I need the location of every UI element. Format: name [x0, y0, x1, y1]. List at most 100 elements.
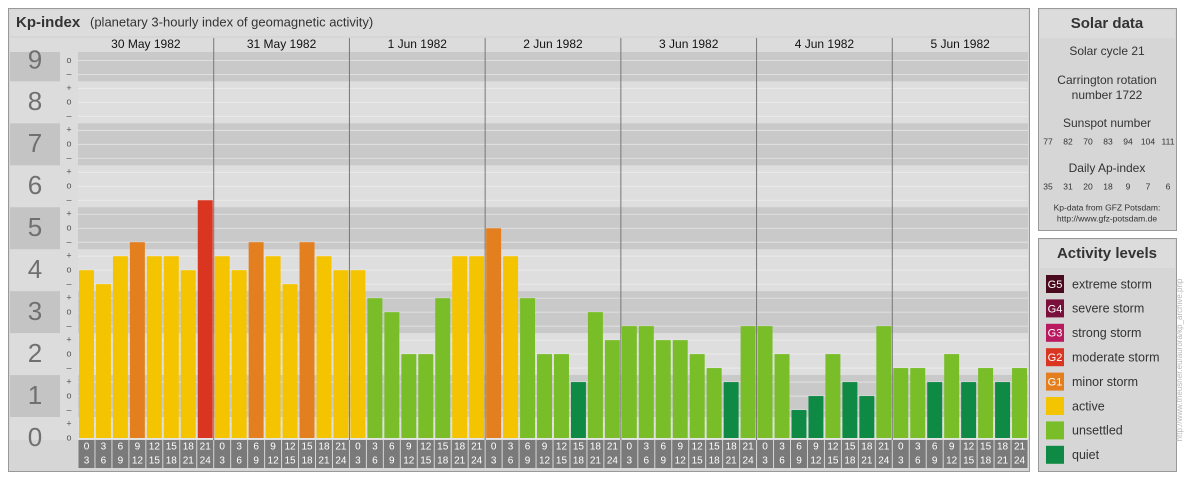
hour-box	[672, 440, 689, 468]
hour-box	[587, 440, 604, 468]
minor-tick-label: +	[66, 83, 71, 93]
bar	[587, 312, 603, 438]
hour-start: 0	[762, 442, 768, 453]
hour-start: 0	[898, 442, 904, 453]
hour-end: 3	[219, 456, 225, 467]
hour-box	[383, 440, 400, 468]
bar	[95, 284, 111, 438]
hour-box	[349, 440, 366, 468]
legend-label: minor storm	[1072, 375, 1138, 389]
bar	[910, 368, 926, 438]
hour-box	[180, 440, 197, 468]
legend-swatch	[1046, 275, 1064, 293]
hour-box	[960, 440, 977, 468]
hour-box	[638, 440, 655, 468]
hour-box	[400, 440, 417, 468]
hour-start: 15	[709, 442, 721, 453]
bar	[333, 270, 349, 438]
legend-label: moderate storm	[1072, 350, 1160, 364]
hour-start: 15	[166, 442, 178, 453]
hour-end: 24	[878, 456, 890, 467]
hour-start: 6	[525, 442, 531, 453]
hour-box	[875, 440, 892, 468]
hour-end: 21	[318, 456, 330, 467]
solar-panel	[1038, 8, 1177, 231]
hour-box	[248, 440, 265, 468]
hour-box	[231, 440, 248, 468]
bar	[384, 312, 400, 438]
hour-end: 21	[590, 456, 602, 467]
hour-end: 9	[932, 456, 938, 467]
hour-end: 12	[268, 456, 280, 467]
legend-badge: G5	[1048, 279, 1063, 291]
minor-tick-label: +	[66, 167, 71, 177]
hour-end: 12	[539, 456, 551, 467]
hour-box	[316, 440, 332, 468]
hour-end: 6	[236, 456, 242, 467]
solar-title: Solar data	[1071, 15, 1144, 32]
legend-label: quiet	[1072, 448, 1100, 462]
hour-end: 6	[779, 456, 785, 467]
bar	[825, 354, 841, 438]
y-tick-label: 7	[28, 128, 42, 158]
bar	[367, 298, 383, 438]
sunspot-value: 104	[1141, 136, 1155, 146]
bar	[129, 242, 145, 438]
legend-badge: G1	[1048, 377, 1063, 389]
hour-box	[434, 440, 451, 468]
hour-start: 21	[335, 442, 347, 453]
bar	[876, 326, 892, 438]
legend-swatch	[1046, 348, 1064, 367]
hour-start: 12	[963, 442, 975, 453]
hour-start: 9	[135, 442, 141, 453]
hour-box	[417, 440, 434, 468]
hour-end: 15	[149, 456, 161, 467]
hour-end: 9	[253, 456, 259, 467]
date-label: 1 Jun 1982	[388, 37, 448, 51]
hour-box	[536, 440, 553, 468]
y-tick-label: 4	[28, 254, 42, 284]
source: http://www.gfz-potsdam.de	[1057, 213, 1157, 223]
ap-value: 6	[1166, 181, 1171, 191]
hour-box	[519, 440, 536, 468]
hour-box	[112, 440, 129, 468]
bar	[757, 326, 773, 438]
hour-box	[706, 440, 723, 468]
hour-end: 15	[420, 456, 432, 467]
hour-end: 9	[118, 456, 124, 467]
hour-end: 18	[844, 456, 856, 467]
bar	[893, 368, 909, 438]
legend-swatch	[1046, 397, 1064, 415]
hour-box	[299, 440, 315, 468]
hour-box	[197, 440, 214, 468]
y-tick-label: 3	[28, 296, 42, 326]
solar-cycle: Solar cycle 21	[1069, 44, 1145, 58]
hour-end: 24	[743, 456, 755, 467]
bar	[316, 256, 332, 438]
bar	[248, 242, 264, 438]
hour-box	[943, 440, 960, 468]
hour-box	[621, 440, 638, 468]
bar	[774, 354, 790, 438]
ap-value: 35	[1043, 181, 1053, 191]
legend-label: unsettled	[1072, 424, 1123, 438]
minor-tick-label: –	[66, 404, 71, 414]
bar	[638, 326, 654, 438]
minor-tick-label: –	[66, 111, 71, 121]
minor-tick-label: –	[66, 153, 71, 163]
hour-box	[78, 440, 95, 468]
bar	[723, 382, 739, 438]
y-tick-label: 0	[28, 422, 42, 452]
hour-box	[689, 440, 706, 468]
hour-end: 18	[980, 456, 992, 467]
hour-end: 9	[796, 456, 802, 467]
hour-end: 18	[573, 456, 585, 467]
bar	[808, 396, 824, 438]
hour-start: 18	[997, 442, 1009, 453]
hour-end: 21	[726, 456, 738, 467]
bar	[995, 382, 1011, 438]
bar	[231, 270, 247, 438]
hour-box	[841, 440, 858, 468]
minor-tick-label: +	[66, 293, 71, 303]
hour-end: 18	[301, 456, 313, 467]
